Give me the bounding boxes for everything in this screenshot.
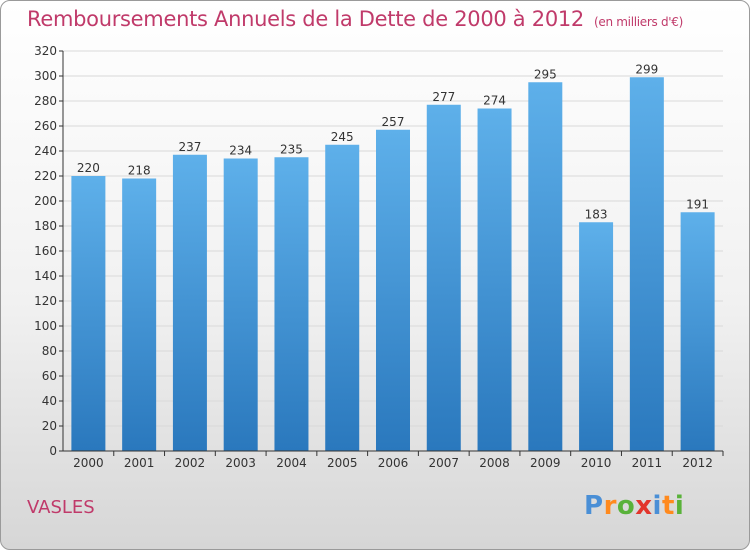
data-label: 191 [686, 197, 709, 211]
data-label: 218 [128, 164, 151, 178]
x-tick-label: 2004 [276, 456, 307, 470]
bar [122, 178, 157, 451]
data-label: 257 [382, 115, 405, 129]
y-tick-label: 180 [34, 219, 57, 233]
data-label: 220 [77, 161, 100, 175]
y-tick-label: 240 [34, 144, 57, 158]
bar [274, 157, 309, 451]
data-label: 183 [585, 207, 608, 221]
y-tick-label: 300 [34, 69, 57, 83]
bar [71, 176, 106, 451]
x-tick-label: 2008 [479, 456, 510, 470]
x-tick-label: 2005 [327, 456, 358, 470]
bar [477, 108, 512, 451]
y-tick-label: 80 [42, 344, 57, 358]
bar [426, 104, 461, 451]
x-tick-label: 2003 [225, 456, 256, 470]
x-tick-label: 2007 [428, 456, 459, 470]
y-tick-label: 220 [34, 169, 57, 183]
x-tick-label: 2009 [530, 456, 561, 470]
data-label: 237 [178, 140, 201, 154]
bars [71, 77, 715, 451]
x-tick-labels: 2000 2001 2002 2003 2004 2005 2006 2007 2008 2009… [73, 456, 713, 470]
data-label: 245 [331, 130, 354, 144]
data-label: 299 [635, 62, 658, 76]
bar [629, 77, 664, 451]
data-label: 295 [534, 67, 557, 81]
y-tick-label: 280 [34, 94, 57, 108]
y-tick-label: 260 [34, 119, 57, 133]
data-label: 234 [229, 144, 252, 158]
chart-subtitle: (en milliers d'€) [594, 15, 684, 29]
y-tick-label: 140 [34, 269, 57, 283]
y-tick-label: 120 [34, 294, 57, 308]
data-labels: 220 218 237 234 235 245 257 277 274 295 183 299 191 [77, 62, 709, 221]
y-tick-label: 160 [34, 244, 57, 258]
bar [528, 82, 563, 451]
y-tick-label: 60 [42, 369, 57, 383]
bar [579, 222, 614, 451]
x-tick-label: 2001 [124, 456, 155, 470]
data-label: 277 [432, 90, 455, 104]
title-text: Remboursements Annuels de la Dette de 20… [27, 7, 584, 31]
y-tick-label: 320 [34, 44, 57, 58]
x-tick-label: 2002 [175, 456, 206, 470]
y-tick-labels: 0 20 40 60 80 100 120 140 160 180 200 220 240 260 280 3… [34, 44, 57, 458]
bar [172, 154, 207, 451]
axes [59, 50, 724, 456]
commune-name: VASLES [27, 497, 95, 518]
y-tick-label: 100 [34, 319, 57, 333]
chart-title: Remboursements Annuels de la Dette de 20… [27, 7, 683, 31]
x-tick-label: 2000 [73, 456, 104, 470]
proxiti-logo: Proxiti [584, 491, 685, 521]
y-tick-label: 200 [34, 194, 57, 208]
x-tick-label: 2011 [632, 456, 663, 470]
y-tick-label: 0 [49, 444, 57, 458]
bar [325, 144, 360, 451]
data-label: 235 [280, 142, 303, 156]
bar [223, 158, 258, 451]
x-tick-label: 2012 [682, 456, 713, 470]
x-tick-label: 2010 [581, 456, 612, 470]
data-label: 274 [483, 94, 506, 108]
y-tick-label: 40 [42, 394, 57, 408]
bar [680, 212, 715, 451]
y-tick-label: 20 [42, 419, 57, 433]
bar [376, 129, 410, 451]
x-tick-label: 2006 [378, 456, 409, 470]
